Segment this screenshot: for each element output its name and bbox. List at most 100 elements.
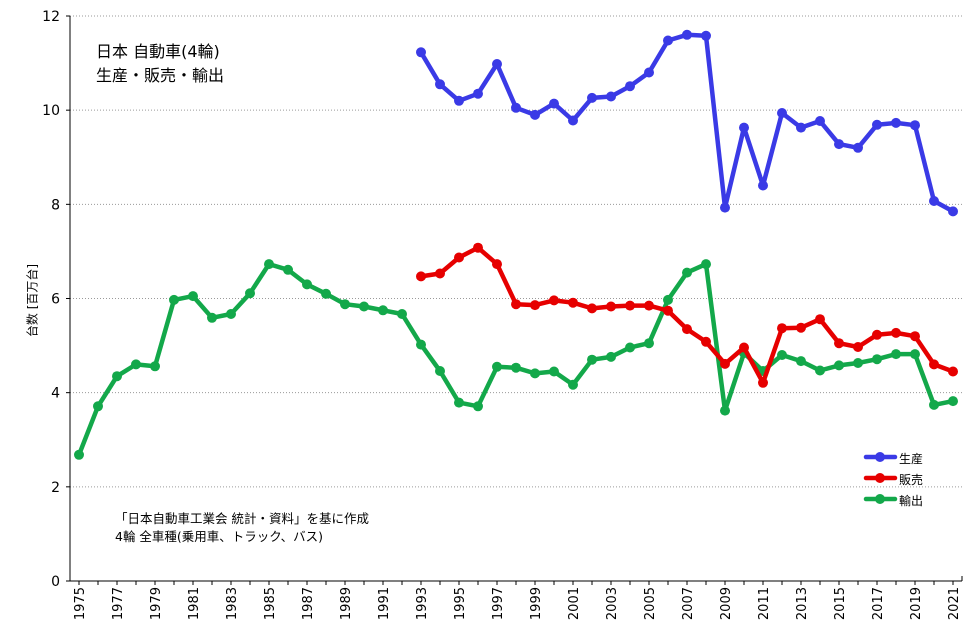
data-point-1-2021	[948, 366, 958, 377]
data-point-2-2021	[948, 396, 958, 407]
data-point-1-2001	[568, 297, 578, 308]
data-point-2-2018	[891, 349, 901, 360]
data-point-2-2004	[625, 342, 635, 353]
data-point-0-2021	[948, 206, 958, 217]
data-point-1-1999	[530, 300, 540, 311]
data-point-0-2015	[834, 139, 844, 150]
data-point-0-2011	[758, 180, 768, 191]
data-point-0-2013	[796, 122, 806, 133]
data-point-2-2009	[720, 405, 730, 416]
y-tick-label-0: 0	[51, 574, 60, 590]
data-point-0-1995	[454, 95, 464, 106]
data-point-0-2002	[587, 92, 597, 103]
data-point-0-2019	[910, 120, 920, 131]
data-point-2-1996	[473, 401, 483, 412]
x-tick-label-1991: 1991	[377, 587, 392, 620]
data-point-2-1992	[397, 309, 407, 319]
legend-label-export: 輸出	[899, 494, 924, 508]
data-point-2-2003	[606, 351, 616, 362]
y-tick-label-6: 6	[51, 292, 60, 308]
legend-label-production: 生産	[899, 452, 924, 466]
data-point-2-2015	[834, 360, 844, 371]
data-point-0-2001	[568, 115, 578, 126]
data-point-0-1998	[511, 102, 521, 113]
data-point-0-2014	[815, 116, 825, 126]
x-tick-label-2013: 2013	[795, 587, 810, 620]
chart-title-line-2: 生産・販売・輸出	[96, 66, 225, 85]
data-point-1-1994	[435, 268, 445, 279]
series-0	[416, 29, 958, 217]
data-point-2-1999	[530, 368, 540, 379]
x-tick-label-1999: 1999	[529, 587, 544, 620]
x-tick-label-1995: 1995	[453, 587, 468, 620]
y-tick-label-2: 2	[51, 480, 60, 496]
data-point-0-2004	[625, 81, 635, 92]
data-point-1-2008	[701, 336, 711, 347]
y-tick-labels: 0 2 4 6 8 10 12	[42, 9, 60, 590]
data-point-2-1993	[416, 339, 426, 350]
x-tick-label-1987: 1987	[301, 587, 316, 620]
data-point-2-2020	[929, 399, 939, 410]
data-point-1-2019	[910, 331, 920, 342]
data-point-1-2015	[834, 338, 844, 349]
data-point-2-2008	[701, 259, 711, 270]
series-2	[74, 259, 958, 460]
x-tick-label-2009: 2009	[719, 587, 734, 620]
scope-note: 4輪 全車種(乗用車、トラック、バス)	[115, 529, 324, 544]
chart-title-line-1: 日本 自動車(4輪)	[96, 42, 220, 61]
x-tick-label-2019: 2019	[909, 587, 924, 620]
data-point-1-2007	[682, 324, 692, 335]
data-point-2-2013	[796, 356, 806, 367]
data-point-2-2000	[549, 366, 559, 377]
data-point-0-2006	[663, 35, 673, 46]
data-point-1-1998	[511, 299, 521, 310]
x-tick-label-2017: 2017	[871, 587, 886, 620]
series-1	[416, 242, 958, 388]
x-tick-label-2001: 2001	[567, 587, 582, 620]
data-point-1-2017	[872, 329, 882, 340]
data-point-0-2007	[682, 29, 692, 40]
y-tick-label-12: 12	[42, 9, 60, 25]
data-point-2-2014	[815, 365, 825, 376]
data-point-2-2005	[644, 338, 654, 349]
x-tick-label-1983: 1983	[225, 587, 240, 620]
legend	[863, 452, 898, 504]
data-point-1-2003	[606, 301, 616, 312]
data-point-1-1995	[454, 252, 464, 263]
source-note: 「日本自動車工業会 統計・資料」を基に作成	[115, 511, 369, 526]
data-point-0-2000	[549, 98, 559, 109]
data-point-2-1985	[264, 259, 274, 270]
data-point-1-2010	[739, 342, 749, 353]
data-point-1-1996	[473, 242, 483, 253]
y-tick-label-10: 10	[42, 103, 60, 119]
x-tick-label-1979: 1979	[149, 587, 164, 620]
legend-marker-1	[875, 473, 885, 483]
x-tick-label-1981: 1981	[187, 587, 202, 620]
data-point-2-1990	[359, 301, 369, 312]
data-point-0-1994	[435, 79, 445, 90]
data-point-0-1993	[416, 47, 426, 58]
data-point-2-1978	[131, 359, 141, 370]
series-line-2	[76, 261, 956, 458]
legend-marker-2	[875, 494, 885, 504]
data-point-2-1989	[340, 299, 350, 310]
axes	[66, 15, 963, 585]
data-point-1-2000	[549, 295, 559, 306]
data-point-1-2012	[777, 323, 787, 334]
data-point-2-2007	[682, 267, 692, 278]
data-point-2-1984	[245, 288, 255, 299]
x-tick-label-2015: 2015	[833, 587, 848, 620]
x-tick-label-2021: 2021	[947, 587, 962, 620]
data-point-2-1977	[112, 371, 122, 382]
data-point-2-2012	[777, 350, 787, 360]
data-point-2-1991	[378, 305, 388, 316]
data-point-2-1983	[226, 309, 236, 319]
legend-label-sales: 販売	[899, 473, 924, 487]
data-point-2-1986	[283, 264, 293, 275]
data-point-2-2019	[910, 349, 920, 360]
data-point-0-1997	[492, 59, 502, 69]
data-point-2-1975	[74, 449, 84, 460]
x-tick-label-2011: 2011	[757, 587, 772, 620]
data-point-1-2020	[929, 359, 939, 370]
data-point-1-1993	[416, 271, 426, 282]
